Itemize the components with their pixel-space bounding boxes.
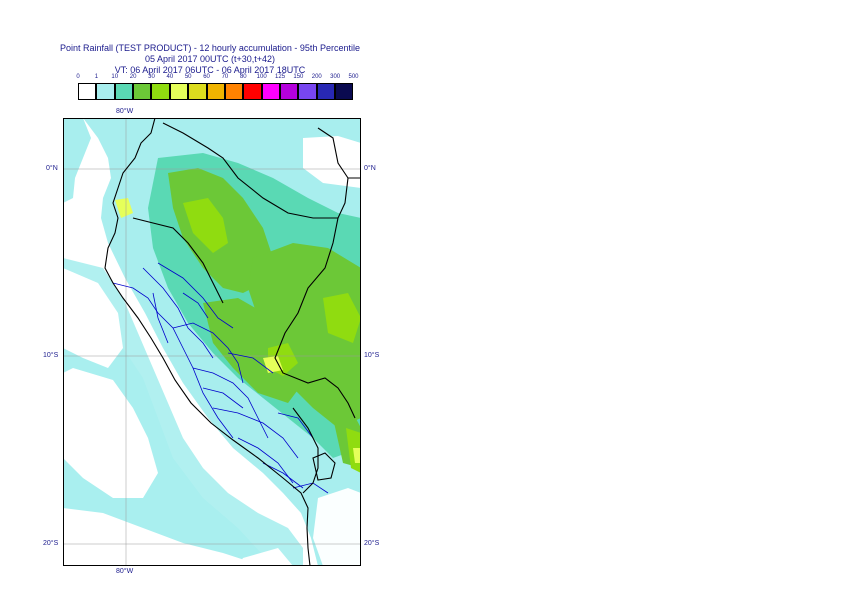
legend-swatch bbox=[133, 83, 152, 100]
legend-tick-label: 30 bbox=[148, 74, 155, 80]
country-borders bbox=[104, 118, 361, 566]
chart-title-block: Point Rainfall (TEST PRODUCT) - 12 hourl… bbox=[40, 43, 380, 76]
legend-tick-label: 0 bbox=[76, 74, 80, 80]
title-line-1: Point Rainfall (TEST PRODUCT) - 12 hourl… bbox=[60, 43, 360, 53]
legend-tick-label: 70 bbox=[221, 74, 229, 80]
legend-swatch bbox=[114, 83, 134, 100]
legend-tick-label: 100 bbox=[256, 74, 267, 80]
rainfall-map bbox=[63, 118, 361, 566]
legend-tick-label: 500 bbox=[348, 74, 359, 80]
legend-swatch bbox=[316, 83, 336, 100]
color-legend: 0 1 10 20 30 40 50 60 70 80 100 125 150 200 300 500 bbox=[70, 74, 360, 104]
legend-tick-label: 125 bbox=[275, 74, 286, 80]
legend-tick-label: 20 bbox=[129, 74, 137, 80]
region-borders bbox=[112, 262, 329, 494]
legend-swatch bbox=[298, 83, 317, 100]
legend-tick-label: 300 bbox=[330, 74, 341, 80]
legend-swatch bbox=[78, 83, 97, 100]
legend-tick-label: 200 bbox=[311, 74, 322, 80]
lat-label-10s-left: 10°S bbox=[43, 352, 59, 359]
legend-tick-label: 80 bbox=[239, 74, 247, 80]
legend-tick-label: 10 bbox=[111, 74, 119, 80]
legend-tick-label: 1 bbox=[94, 74, 99, 80]
lon-label-top: 80°W bbox=[116, 108, 134, 115]
map-svg bbox=[63, 118, 361, 566]
title-line-2: 05 April 2017 00UTC (t+30,t+42) bbox=[144, 54, 276, 64]
legend-swatch bbox=[224, 83, 244, 100]
lat-label-0n-right: 0°N bbox=[364, 165, 376, 172]
legend-swatch bbox=[188, 83, 207, 100]
legend-tick-label: 60 bbox=[203, 74, 210, 80]
legend-swatch bbox=[243, 83, 262, 100]
map-frame-border bbox=[63, 118, 361, 566]
legend-swatch bbox=[151, 83, 170, 100]
lat-label-0n-left: 0°N bbox=[46, 165, 58, 172]
legend-tick-label: 40 bbox=[166, 74, 174, 80]
dry-area bbox=[63, 268, 123, 368]
title-line-3: VT: 06 April 2017 06UTC - 06 April 2017 … bbox=[114, 65, 306, 75]
rain-area-lime bbox=[183, 198, 228, 253]
legend-tick-label: 150 bbox=[293, 74, 304, 80]
legend-tick-label: 50 bbox=[184, 74, 192, 80]
legend-swatch bbox=[335, 83, 354, 100]
lat-label-20s-right: 20°S bbox=[364, 540, 380, 547]
legend-swatch bbox=[206, 83, 225, 100]
legend-swatch bbox=[261, 83, 281, 100]
legend-swatch bbox=[169, 83, 189, 100]
legend-swatch bbox=[96, 83, 115, 100]
legend-swatch bbox=[280, 83, 299, 100]
lat-label-10s-right: 10°S bbox=[364, 352, 380, 359]
lat-label-20s-left: 20°S bbox=[43, 540, 59, 547]
lon-label-bottom: 80°W bbox=[116, 568, 134, 575]
